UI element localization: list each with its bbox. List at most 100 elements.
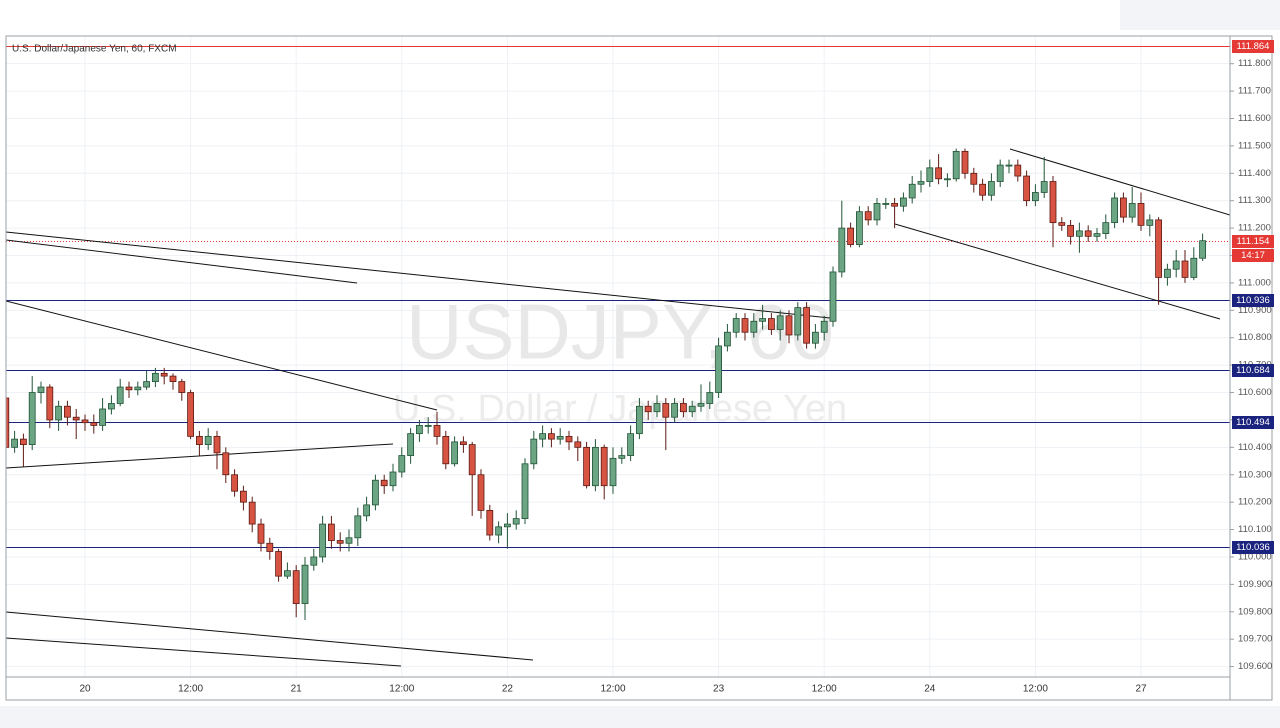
candle-body	[125, 386, 133, 391]
candle-body	[6, 397, 10, 448]
chart-title: U.S. Dollar/Japanese Yen, 60, FXCM	[12, 44, 177, 55]
candle-body	[548, 433, 555, 440]
candle-body	[627, 433, 634, 456]
candle-body	[556, 435, 564, 440]
candle-body	[856, 211, 863, 245]
candle-body	[979, 183, 986, 196]
x-tick-label: 27	[1135, 684, 1147, 695]
candle-body	[820, 320, 828, 333]
candle-body	[776, 315, 784, 330]
toolbar-area	[1120, 0, 1280, 30]
candle-body	[565, 435, 573, 443]
candle-body	[1067, 224, 1074, 237]
candle-body	[759, 318, 766, 322]
candle-body	[81, 419, 89, 424]
candle-body	[231, 474, 239, 492]
candle-body	[1005, 164, 1013, 167]
candle-body	[1199, 240, 1206, 259]
trend-line	[894, 223, 1221, 320]
candle-body	[1014, 164, 1022, 177]
candle-body	[706, 392, 714, 404]
candle-body	[37, 386, 45, 393]
x-tick-label: 22	[502, 684, 514, 695]
candle-body	[204, 435, 212, 446]
candle-body	[803, 307, 810, 344]
candle-body	[662, 403, 670, 418]
y-tick-label: 110.600	[1238, 387, 1272, 398]
candle-body	[592, 446, 599, 487]
y-tick-label: 110.900	[1238, 305, 1272, 316]
candle-body	[636, 405, 643, 435]
candle-body	[609, 457, 617, 487]
candle-body	[741, 318, 749, 333]
candle-body	[178, 381, 186, 393]
candle-body	[459, 441, 467, 446]
candle-body	[724, 331, 731, 347]
candle-body	[935, 167, 942, 180]
candle-body	[1049, 181, 1057, 224]
candle-body	[1084, 230, 1092, 237]
candle-body	[248, 501, 256, 525]
candle-body	[715, 345, 722, 393]
candle-body	[1164, 268, 1171, 278]
candle-body	[486, 509, 494, 536]
candle-body	[345, 537, 353, 544]
y-tick-label: 111.200	[1238, 223, 1271, 234]
y-tick-label: 109.800	[1238, 606, 1272, 617]
candle-body	[257, 523, 265, 544]
trend-line	[6, 239, 358, 284]
candle-body	[768, 318, 775, 330]
candle-body	[688, 405, 696, 413]
footer-area	[0, 706, 1280, 728]
price-lines	[6, 46, 1230, 548]
price-label-box	[1232, 541, 1274, 554]
price-label-box	[1232, 364, 1274, 377]
y-tick-label: 111.500	[1238, 140, 1271, 151]
price-label-box	[1232, 40, 1274, 53]
y-tick-label: 111.800	[1238, 58, 1271, 69]
candle-body	[433, 425, 441, 437]
candle-body	[1058, 222, 1066, 226]
x-tick-label: 20	[79, 684, 91, 695]
candle-body	[116, 386, 124, 404]
candle-body	[1032, 192, 1039, 202]
trend-line	[6, 443, 394, 469]
candle-body	[160, 372, 168, 377]
y-tick-label: 111.400	[1238, 168, 1271, 179]
x-tick-label: 24	[924, 684, 936, 695]
y-tick-label: 110.300	[1238, 469, 1272, 480]
candle-body	[697, 403, 705, 407]
grid	[6, 36, 1230, 677]
candle-body	[1120, 197, 1127, 218]
candle-body	[275, 551, 283, 577]
candle-body	[961, 150, 969, 174]
candle-body	[169, 375, 177, 382]
candle-body	[917, 181, 925, 185]
axes: 109.600 109.700 109.800 109.900 110.000 110.1…	[79, 58, 1272, 694]
candle-body	[732, 318, 740, 333]
candle-body	[99, 408, 106, 426]
candle-body	[750, 320, 758, 333]
candle-body	[574, 441, 582, 448]
candle-body	[521, 463, 529, 519]
candle-body	[301, 564, 309, 604]
candle-body	[1146, 219, 1154, 226]
y-tick-label: 110.200	[1238, 497, 1272, 508]
candle-body	[1128, 203, 1136, 218]
y-tick-label: 109.600	[1238, 661, 1272, 672]
x-tick-label: 12:00	[812, 684, 837, 695]
candle-body	[1181, 260, 1189, 278]
candle-body	[873, 203, 881, 221]
candle-body	[583, 446, 590, 487]
y-tick-label: 110.800	[1238, 332, 1272, 343]
x-tick-label: 12:00	[1023, 684, 1048, 695]
candle-body	[503, 523, 511, 528]
y-tick-label: 110.100	[1238, 524, 1272, 535]
candle-body	[415, 425, 423, 435]
candle-body	[266, 542, 274, 552]
candle-body	[239, 490, 247, 503]
candle-body	[495, 526, 503, 536]
trend-line	[6, 611, 534, 661]
price-label-box	[1232, 235, 1274, 248]
candles	[6, 148, 1206, 620]
